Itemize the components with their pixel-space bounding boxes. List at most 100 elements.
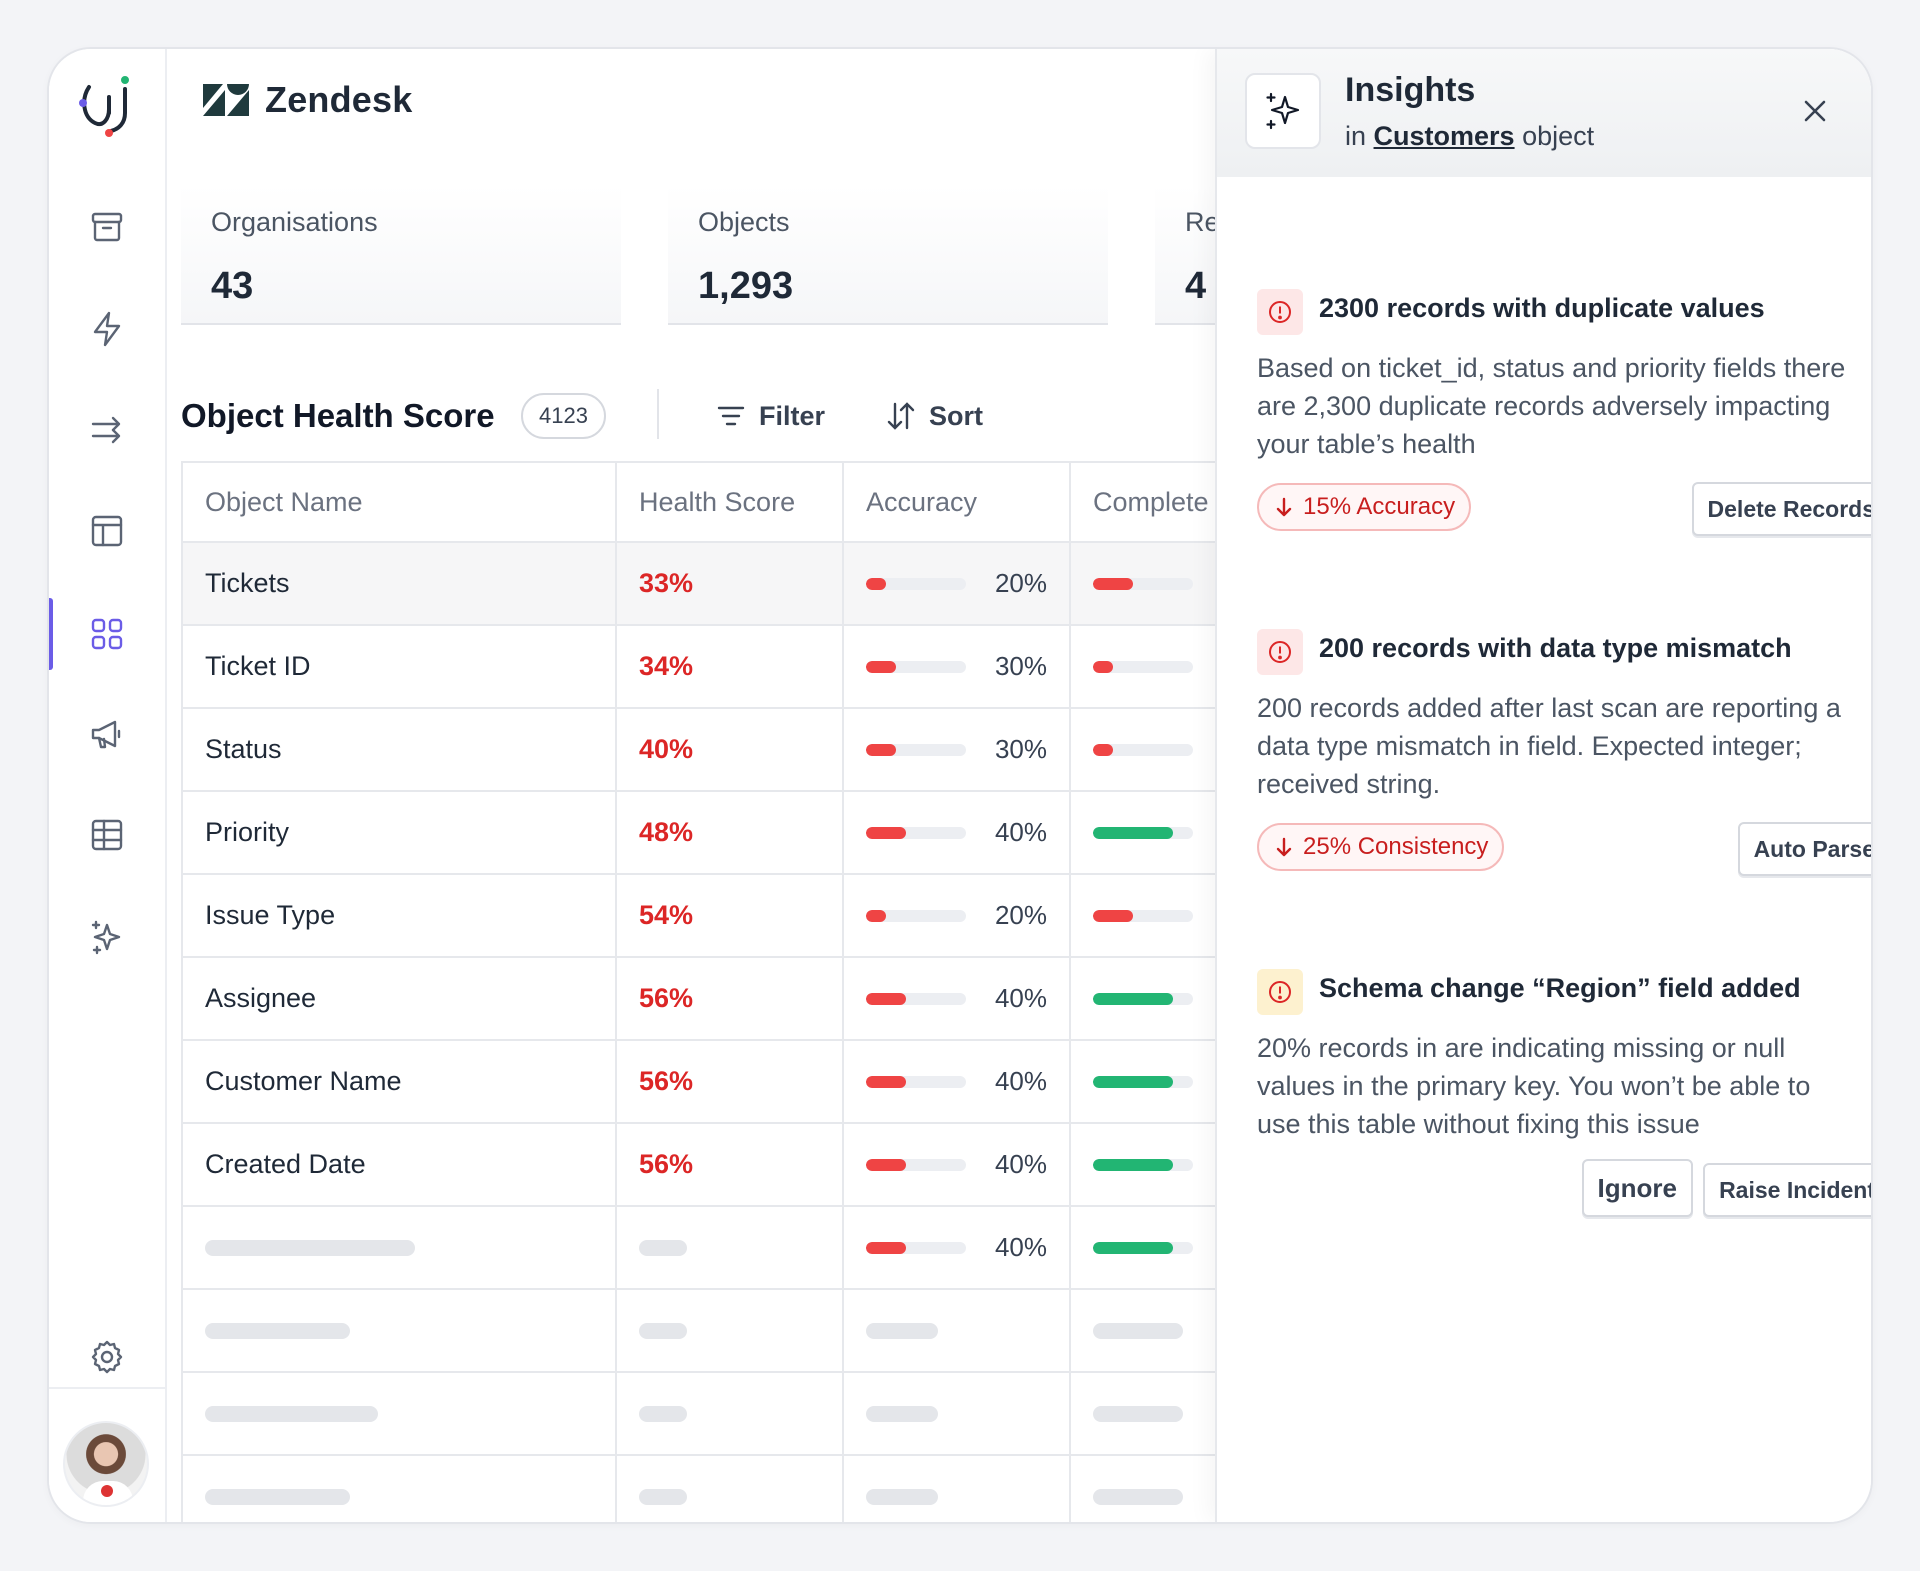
ignore-button[interactable]: Ignore — [1581, 1159, 1693, 1217]
column-header-health-score[interactable]: Health Score — [617, 463, 844, 541]
skeleton-placeholder — [205, 1488, 350, 1505]
insights-panel: Insights in Customers object 2300 record… — [1215, 49, 1871, 1522]
accuracy-bar-fill — [866, 1158, 906, 1171]
accuracy-bar — [866, 992, 966, 1005]
insight-severity-badge — [1257, 289, 1303, 335]
accuracy-bar-fill — [866, 577, 886, 590]
accuracy-bar-fill — [866, 909, 886, 922]
skeleton-cell — [183, 1290, 617, 1371]
filter-label: Filter — [759, 400, 826, 431]
skeleton-placeholder — [1093, 1488, 1183, 1505]
accuracy-bar — [866, 660, 966, 673]
nav-announcements[interactable] — [49, 694, 165, 774]
insight-title: 200 records with data type mismatch — [1319, 633, 1792, 663]
table-row[interactable]: Ticket ID 34% 30% — [183, 626, 1265, 709]
accuracy-value: 30% — [994, 651, 1047, 681]
table-row[interactable]: Tickets 33% 20% — [183, 543, 1265, 626]
sort-button[interactable]: Sort — [885, 393, 983, 439]
skeleton-placeholder — [205, 1239, 415, 1256]
object-name: Priority — [205, 817, 290, 847]
skeleton-cell — [844, 1373, 1071, 1454]
panel-icon-box — [1245, 73, 1321, 149]
accuracy-bar-fill — [866, 660, 896, 673]
sidebar-divider — [49, 1387, 165, 1389]
close-button[interactable] — [1797, 93, 1833, 129]
table-row[interactable]: Issue Type 54% 20% — [183, 875, 1265, 958]
stat-label: Re — [1185, 207, 1220, 237]
raise-incident-button[interactable]: Raise Incident — [1703, 1163, 1871, 1217]
nav-archive[interactable] — [49, 187, 165, 267]
cell-accuracy: 40% — [844, 958, 1071, 1039]
impact-label: 25% Consistency — [1303, 833, 1489, 860]
object-name: Assignee — [205, 983, 317, 1013]
skeleton-cell — [183, 1373, 617, 1454]
completeness-bar-fill — [1093, 826, 1173, 839]
completeness-bar — [1093, 1158, 1193, 1171]
health-score-value: 56% — [639, 1066, 694, 1096]
table-row[interactable]: Assignee 56% 40% — [183, 958, 1265, 1041]
table-row-loading — [183, 1456, 1265, 1522]
arrow-down-icon — [1276, 837, 1292, 857]
accuracy-value: 40% — [994, 1232, 1047, 1262]
filter-button[interactable]: Filter — [715, 393, 825, 439]
table-row[interactable]: 40% — [183, 1207, 1265, 1290]
stat-card-objects[interactable]: Objects 1,293 — [668, 185, 1108, 325]
object-name: Status — [205, 734, 282, 764]
nav-layout[interactable] — [49, 491, 165, 571]
table-row[interactable]: Customer Name 56% 40% — [183, 1041, 1265, 1124]
table-row[interactable]: Created Date 56% 40% — [183, 1124, 1265, 1207]
table-row[interactable]: Status 40% 30% — [183, 709, 1265, 792]
completeness-bar-fill — [1093, 577, 1133, 590]
delete-records-button[interactable]: Delete Records — [1691, 482, 1871, 536]
sidebar — [49, 49, 167, 1522]
health-score-value: 48% — [639, 817, 694, 847]
customers-object-link[interactable]: Customers — [1373, 121, 1515, 151]
insight-title: 2300 records with duplicate values — [1319, 293, 1765, 323]
skeleton-cell — [1071, 1373, 1271, 1454]
skeleton-cell — [617, 1290, 844, 1371]
column-header-completeness[interactable]: Complete — [1093, 486, 1209, 517]
cell-health-score: 54% — [617, 875, 844, 956]
nav-actions[interactable] — [49, 289, 165, 369]
insight-impact-pill: 15% Accuracy — [1257, 483, 1472, 531]
insight-card: Schema change “Region” field added 20% r… — [1257, 969, 1871, 1229]
nav-pipelines[interactable] — [49, 390, 165, 470]
skeleton-placeholder — [639, 1488, 687, 1505]
table-row[interactable]: Priority 48% 40% — [183, 792, 1265, 875]
health-score-value: 33% — [639, 568, 694, 598]
completeness-bar-fill — [1093, 1158, 1173, 1171]
stat-value: 1,293 — [698, 265, 794, 307]
skeleton-placeholder — [639, 1405, 687, 1422]
nav-tables[interactable] — [49, 795, 165, 875]
cell-object-name: Tickets — [183, 543, 617, 624]
accuracy-bar — [866, 743, 966, 756]
app-window: Zendesk Organisations 43 Objects 1,293 R… — [47, 47, 1873, 1524]
main-content: Zendesk Organisations 43 Objects 1,293 R… — [167, 49, 1595, 1522]
table-row-loading — [183, 1373, 1265, 1456]
stat-label: Objects — [698, 207, 790, 237]
stat-card-organisations[interactable]: Organisations 43 — [181, 185, 621, 325]
megaphone-icon — [91, 720, 121, 749]
skeleton-cell — [1071, 1290, 1271, 1371]
column-header-accuracy[interactable]: Accuracy — [844, 463, 1071, 541]
avatar[interactable] — [63, 1421, 149, 1507]
insight-title: Schema change “Region” field added — [1319, 973, 1801, 1003]
skeleton-placeholder — [639, 1322, 687, 1339]
accuracy-value: 40% — [994, 817, 1047, 847]
sparkles-icon — [91, 920, 121, 955]
nav-insights[interactable] — [49, 897, 165, 977]
completeness-bar-fill — [1093, 992, 1173, 1005]
stat-value: 4 — [1185, 265, 1207, 307]
archive-icon — [91, 212, 123, 242]
skeleton-placeholder — [1093, 1405, 1183, 1422]
completeness-bar-fill — [1093, 1241, 1173, 1254]
table-row-loading — [183, 1290, 1265, 1373]
cell-accuracy: 20% — [844, 875, 1071, 956]
skeleton-placeholder — [866, 1322, 938, 1339]
auto-parse-button[interactable]: Auto Parse — [1737, 822, 1871, 876]
nav-dashboard[interactable] — [49, 594, 165, 674]
nav-settings[interactable] — [49, 1317, 165, 1397]
panel-sub-prefix: in — [1345, 121, 1367, 151]
cell-object-name: Priority — [183, 792, 617, 873]
column-header-object-name[interactable]: Object Name — [183, 463, 617, 541]
